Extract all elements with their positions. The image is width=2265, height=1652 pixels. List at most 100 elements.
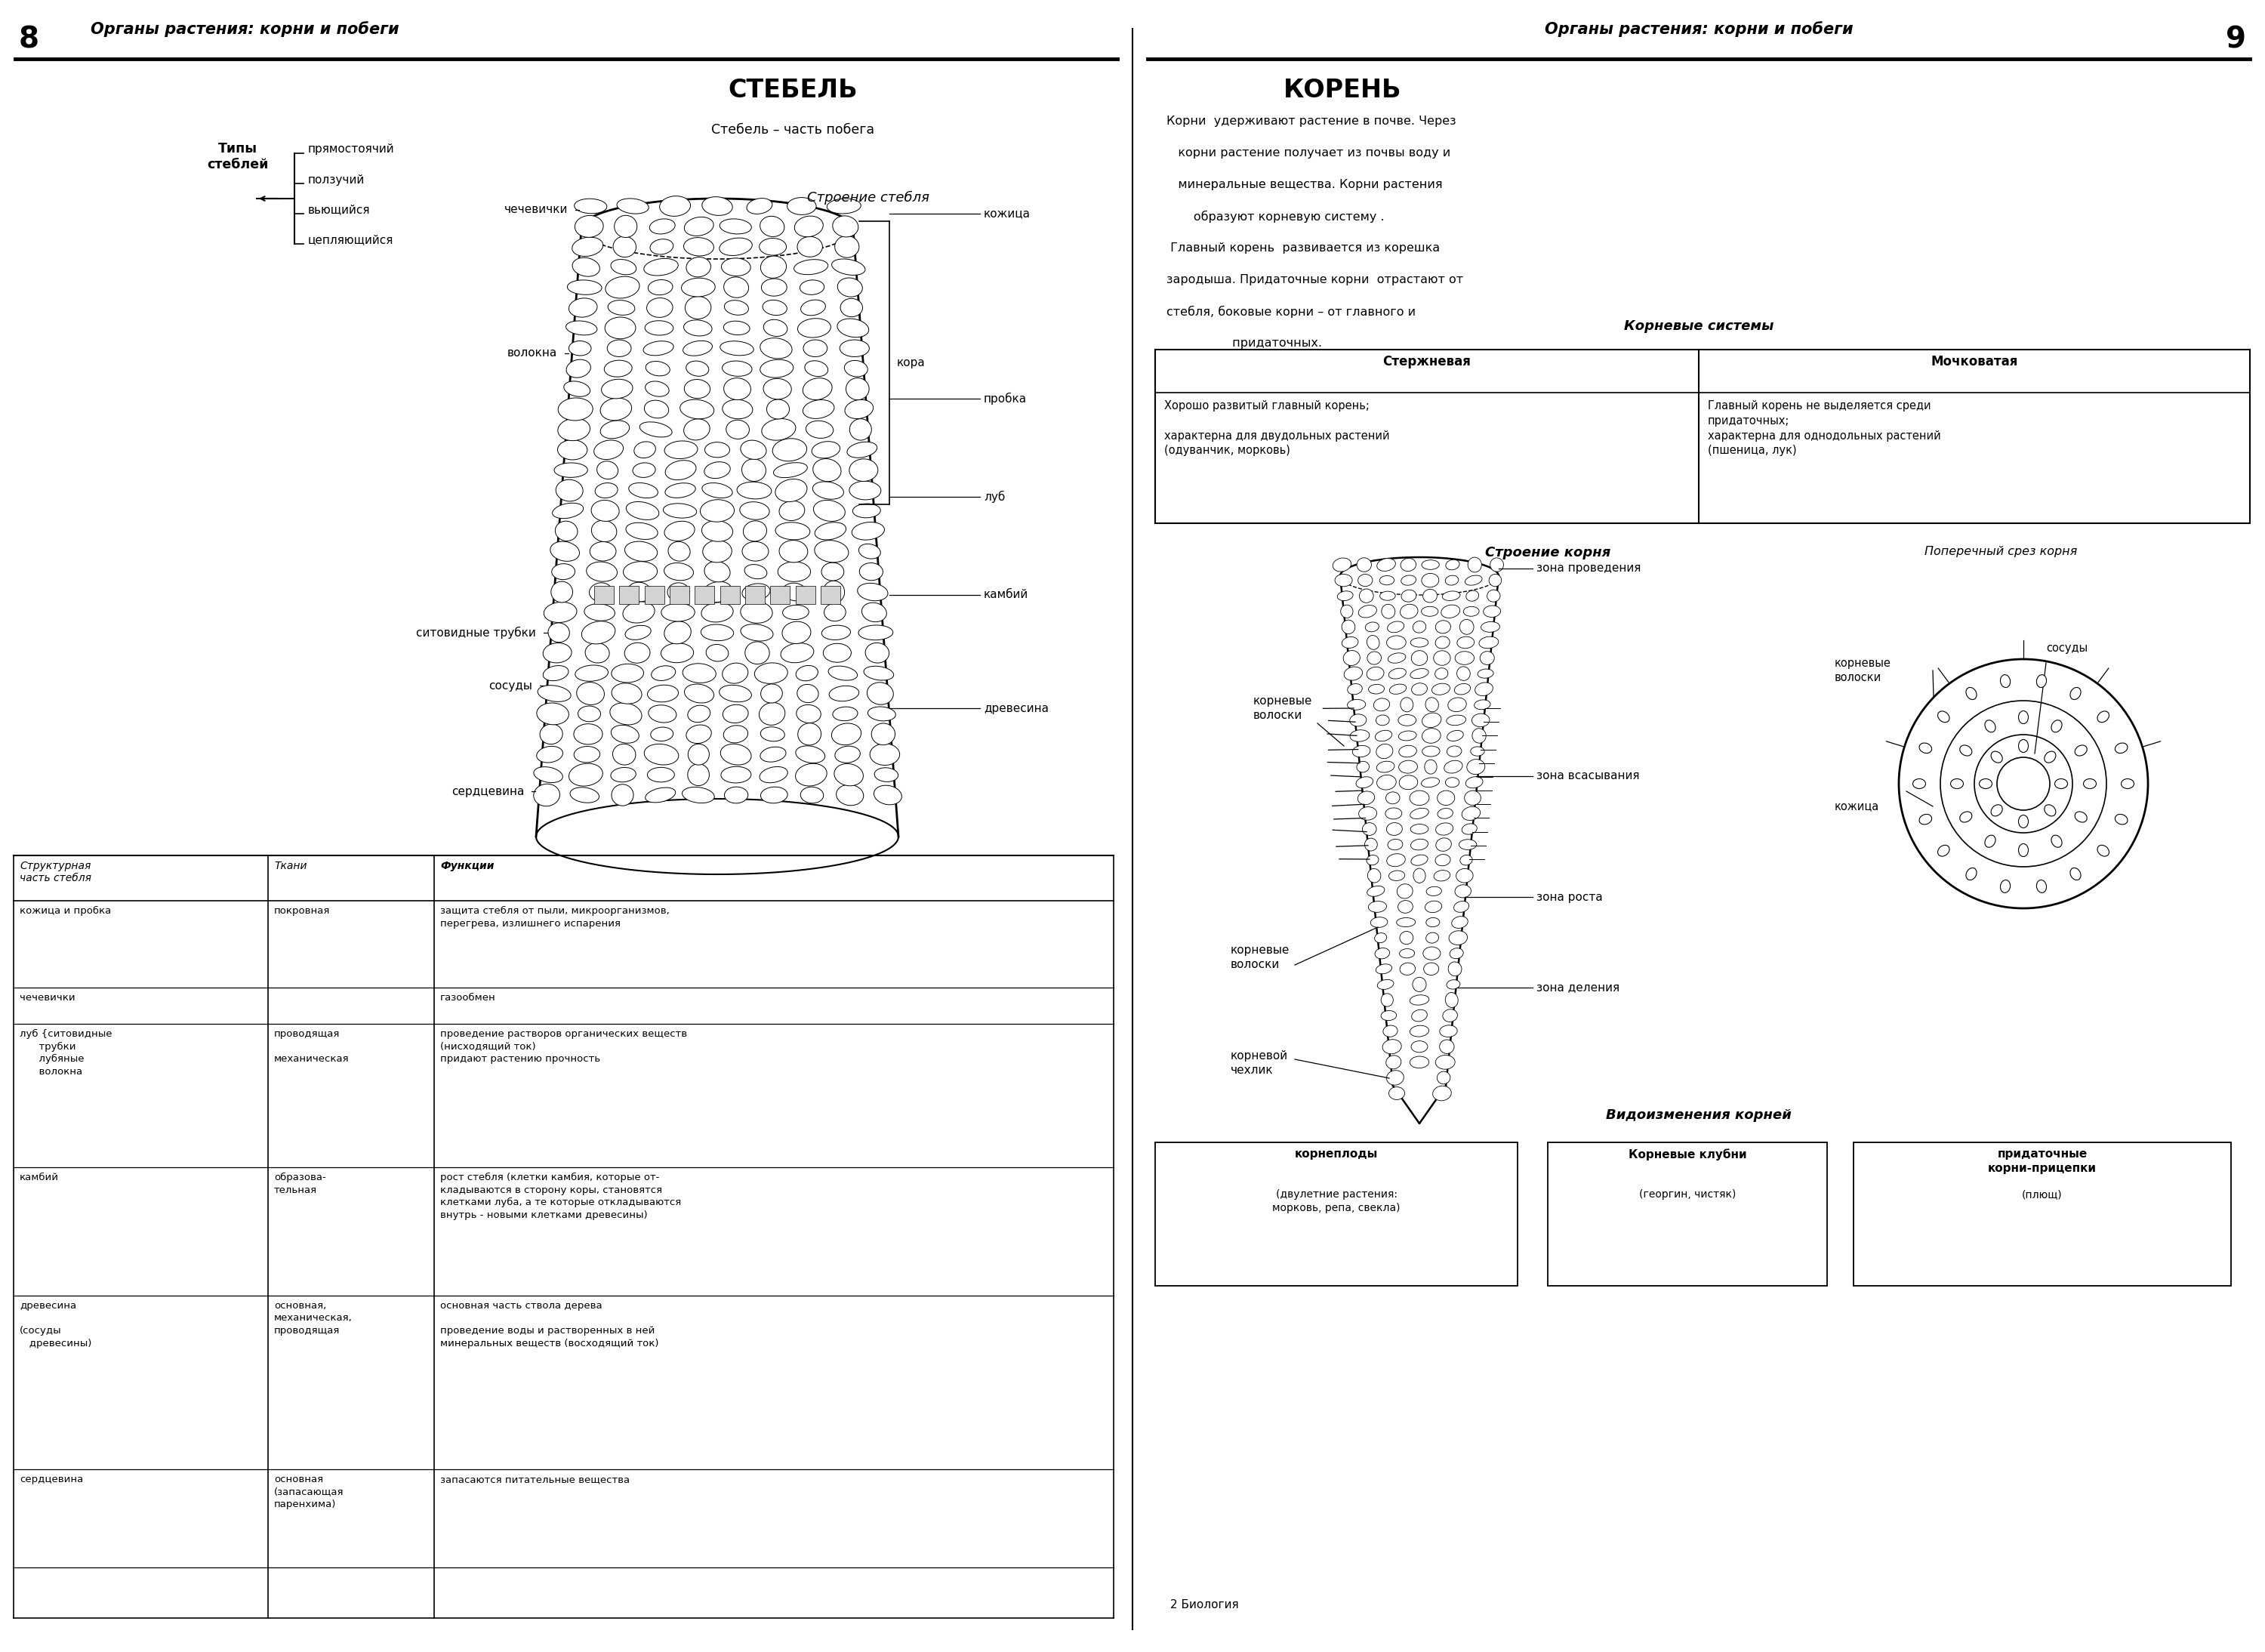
Ellipse shape (1436, 1056, 1454, 1069)
Ellipse shape (575, 666, 607, 681)
Ellipse shape (1400, 775, 1418, 790)
Ellipse shape (1364, 838, 1377, 851)
Ellipse shape (720, 218, 752, 235)
Ellipse shape (1411, 669, 1429, 679)
Ellipse shape (723, 705, 747, 724)
Ellipse shape (684, 340, 711, 355)
Ellipse shape (704, 562, 729, 582)
Ellipse shape (555, 479, 582, 501)
Ellipse shape (1422, 729, 1441, 743)
Ellipse shape (784, 605, 809, 620)
Ellipse shape (772, 438, 806, 461)
Ellipse shape (1436, 823, 1454, 836)
Ellipse shape (632, 463, 655, 477)
Ellipse shape (535, 767, 562, 783)
Ellipse shape (829, 666, 858, 681)
Ellipse shape (1350, 714, 1366, 727)
Ellipse shape (566, 320, 598, 335)
Ellipse shape (1468, 760, 1486, 775)
Ellipse shape (797, 236, 822, 258)
Ellipse shape (1422, 560, 1438, 570)
Ellipse shape (537, 747, 562, 763)
Ellipse shape (664, 563, 693, 580)
Text: Хорошо развитый главный корень;

характерна для двудольных растений
(одуванчик, : Хорошо развитый главный корень; характер… (1164, 400, 1391, 456)
Bar (795, 586, 815, 605)
Ellipse shape (702, 520, 734, 542)
Ellipse shape (535, 785, 559, 806)
Ellipse shape (684, 380, 711, 398)
Ellipse shape (1361, 823, 1377, 836)
Ellipse shape (1470, 747, 1484, 757)
Ellipse shape (700, 499, 734, 522)
Ellipse shape (684, 238, 713, 256)
Ellipse shape (845, 378, 870, 400)
Ellipse shape (625, 626, 650, 639)
Bar (618, 586, 639, 605)
Text: газообмен: газообмен (439, 993, 496, 1003)
Ellipse shape (702, 603, 734, 623)
Ellipse shape (1422, 947, 1441, 960)
Ellipse shape (761, 256, 786, 278)
Ellipse shape (1427, 932, 1438, 943)
Text: древесина

(сосуды
   древесины): древесина (сосуды древесины) (20, 1300, 91, 1348)
Ellipse shape (630, 482, 657, 497)
Ellipse shape (720, 743, 752, 765)
Ellipse shape (1438, 791, 1454, 805)
Ellipse shape (2097, 846, 2109, 856)
Ellipse shape (865, 643, 890, 662)
Ellipse shape (834, 763, 863, 786)
Ellipse shape (761, 279, 786, 296)
Ellipse shape (1377, 743, 1393, 758)
Ellipse shape (1386, 1056, 1402, 1069)
Ellipse shape (1434, 651, 1450, 666)
Ellipse shape (1386, 791, 1400, 805)
Ellipse shape (741, 459, 766, 481)
Ellipse shape (1398, 715, 1416, 725)
Ellipse shape (743, 520, 768, 542)
Ellipse shape (625, 522, 657, 540)
Ellipse shape (1959, 745, 1973, 757)
Ellipse shape (822, 582, 845, 603)
Ellipse shape (795, 259, 829, 274)
Text: Поперечный срез корня: Поперечный срез корня (1925, 545, 2077, 557)
Ellipse shape (648, 686, 679, 702)
Ellipse shape (1441, 605, 1461, 618)
Ellipse shape (797, 684, 818, 702)
Ellipse shape (1447, 980, 1461, 990)
Ellipse shape (725, 378, 750, 400)
Ellipse shape (813, 482, 843, 499)
Ellipse shape (845, 400, 874, 418)
Ellipse shape (1465, 590, 1479, 601)
Ellipse shape (646, 362, 670, 377)
Text: КОРЕНЬ: КОРЕНЬ (1284, 78, 1402, 102)
Ellipse shape (1359, 575, 1373, 586)
Ellipse shape (754, 662, 788, 684)
Ellipse shape (795, 666, 818, 681)
Ellipse shape (840, 299, 863, 317)
Ellipse shape (1984, 836, 1995, 847)
Ellipse shape (1425, 760, 1436, 775)
Ellipse shape (1411, 651, 1427, 666)
Ellipse shape (840, 340, 870, 357)
Ellipse shape (1411, 638, 1429, 648)
Ellipse shape (745, 565, 768, 578)
Ellipse shape (763, 319, 788, 337)
Text: Главный корень  развивается из корешка: Главный корень развивается из корешка (1166, 243, 1441, 254)
Ellipse shape (623, 562, 657, 582)
Ellipse shape (537, 704, 569, 725)
Ellipse shape (1336, 591, 1352, 601)
Ellipse shape (849, 420, 872, 439)
Ellipse shape (589, 542, 616, 562)
Ellipse shape (1368, 885, 1384, 897)
Ellipse shape (1382, 1011, 1398, 1021)
Ellipse shape (625, 542, 657, 562)
Ellipse shape (1386, 854, 1404, 867)
Ellipse shape (704, 443, 729, 458)
Ellipse shape (666, 482, 695, 497)
Ellipse shape (797, 319, 831, 337)
Ellipse shape (743, 542, 768, 562)
Ellipse shape (702, 482, 732, 497)
Ellipse shape (1359, 806, 1377, 819)
Ellipse shape (607, 301, 634, 316)
Ellipse shape (569, 340, 591, 355)
